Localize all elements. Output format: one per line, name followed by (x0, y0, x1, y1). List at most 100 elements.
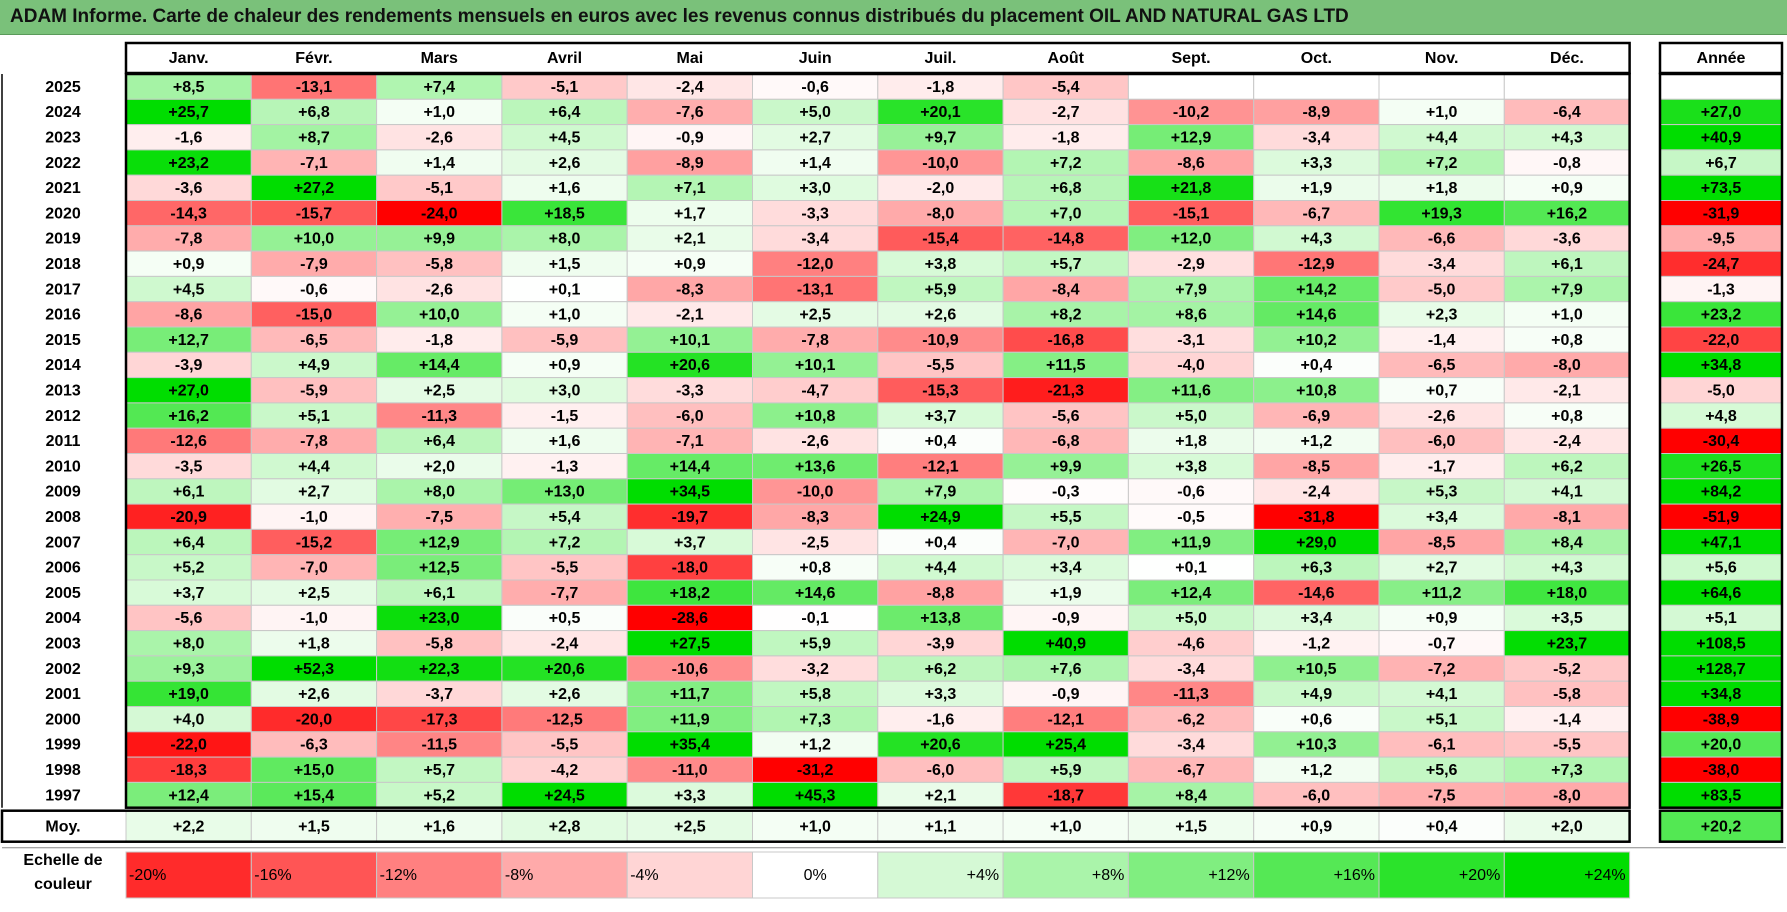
scale-item-label: 0% (804, 867, 827, 884)
cell-value: +5,7 (423, 762, 455, 779)
cell-value: +7,9 (1175, 281, 1207, 298)
cell-value: -31,8 (1298, 509, 1335, 526)
cell-value: +5,1 (298, 408, 330, 425)
heatmap-cell (626, 579, 754, 606)
cell-value: +34,5 (670, 484, 711, 501)
heatmap-cell (1253, 402, 1380, 429)
heatmap-cell (1378, 200, 1505, 227)
cell-value: +7,2 (549, 534, 581, 551)
heatmap-cell (501, 124, 628, 151)
heatmap-cell (1503, 503, 1631, 530)
cell-value: -8,8 (927, 585, 955, 602)
heatmap-cell (752, 351, 879, 379)
cell-value: +1,4 (799, 155, 831, 172)
cell-value: -2,6 (425, 281, 453, 298)
cell-value: -12,1 (1048, 711, 1085, 728)
cell-value: +1,2 (1301, 762, 1333, 779)
cell-value: -5,5 (1553, 737, 1581, 754)
cell-value: -1,3 (551, 458, 579, 475)
cell-value: +1,0 (549, 307, 581, 324)
cell-value: -7,8 (801, 332, 829, 349)
year-value: -51,9 (1703, 509, 1740, 526)
cell-value: -5,5 (551, 560, 579, 577)
heatmap-cell (250, 630, 378, 657)
row-label: 2023 (45, 129, 81, 146)
cell-value: +0,8 (799, 560, 831, 577)
cell-value: +2,3 (1426, 307, 1458, 324)
cell-value: -0,3 (1052, 484, 1080, 501)
cell-value: +4,0 (173, 711, 205, 728)
row-label: 2002 (45, 661, 81, 678)
cell-value: +7,2 (1050, 155, 1082, 172)
cell-value: +4,4 (298, 458, 330, 475)
average-value: +1,0 (1050, 818, 1082, 835)
cell-value: +12,4 (168, 787, 209, 804)
heatmap-cell (1253, 98, 1380, 126)
cell-value: +7,0 (1050, 205, 1082, 222)
cell-value: +5,6 (1426, 762, 1458, 779)
heatmap-cell (752, 554, 879, 581)
column-header: Sept. (1171, 50, 1210, 67)
heatmap-cell (626, 124, 754, 151)
year-cell (1659, 124, 1783, 151)
heatmap-cell (626, 200, 754, 227)
heatmap-cell (1503, 604, 1631, 632)
heatmap-cell (501, 554, 628, 581)
cell-value: +3,8 (925, 256, 957, 273)
cell-value: +3,4 (1301, 610, 1333, 627)
cell-value: +0,1 (1175, 560, 1207, 577)
cell-value: +35,4 (670, 737, 711, 754)
year-value: +6,7 (1705, 155, 1737, 172)
cell-value: +8,0 (173, 635, 205, 652)
cell-value: -5,8 (425, 256, 453, 273)
cell-value: +12,4 (1171, 585, 1212, 602)
cell-value: -6,5 (1428, 357, 1456, 374)
cell-value: -0,9 (1052, 686, 1080, 703)
heatmap-cell (1127, 351, 1255, 379)
cell-value: +4,1 (1426, 686, 1458, 703)
heatmap-cell (1127, 756, 1255, 783)
heatmap-cell (501, 478, 628, 505)
column-header: Janv. (169, 50, 209, 67)
heatmap-cell (877, 706, 1004, 733)
heatmap-cell (877, 275, 1004, 303)
heatmap-cell (1503, 706, 1631, 733)
cell-value: +3,0 (549, 382, 581, 399)
cell-value: -20,9 (170, 509, 207, 526)
year-value: +47,1 (1701, 534, 1742, 551)
cell-value: -4,6 (1177, 635, 1205, 652)
row-label: 2001 (45, 686, 81, 703)
heatmap-cell (752, 200, 879, 227)
cell-value: -3,4 (1177, 661, 1205, 678)
row-label: 1997 (45, 787, 81, 804)
average-label: Moy. (45, 818, 80, 835)
column-header: Mars (421, 50, 458, 67)
heatmap-cell (250, 427, 378, 455)
cell-value: -3,3 (676, 382, 704, 399)
heatmap-cell (125, 73, 252, 100)
heatmap-cell (125, 680, 252, 708)
cell-value: -11,5 (421, 737, 457, 754)
cell-value: +4,9 (298, 357, 330, 374)
cell-value: -24,0 (421, 205, 458, 222)
cell-value: +4,4 (1426, 129, 1458, 146)
heatmap-cell (1253, 225, 1380, 252)
heatmap-cell (1127, 402, 1255, 429)
cell-value: +3,3 (925, 686, 957, 703)
heatmap-cell (125, 655, 252, 682)
cell-value: +3,4 (1426, 509, 1458, 526)
row-label: 2010 (45, 458, 81, 475)
cell-value: -5,5 (551, 737, 579, 754)
cell-value: -5,1 (551, 79, 579, 96)
heatmap-cell (1503, 554, 1631, 581)
cell-value: +2,7 (298, 484, 330, 501)
cell-value: -2,0 (927, 180, 955, 197)
cell-value: +7,1 (674, 180, 706, 197)
cell-value: +6,1 (173, 484, 205, 501)
cell-value: -15,2 (296, 534, 333, 551)
row-label: 2014 (45, 357, 81, 374)
heatmap-cell (877, 174, 1004, 201)
heatmap-cell (1378, 351, 1505, 379)
scale-item-label: -4% (630, 867, 658, 884)
cell-value: +12,5 (419, 560, 460, 577)
